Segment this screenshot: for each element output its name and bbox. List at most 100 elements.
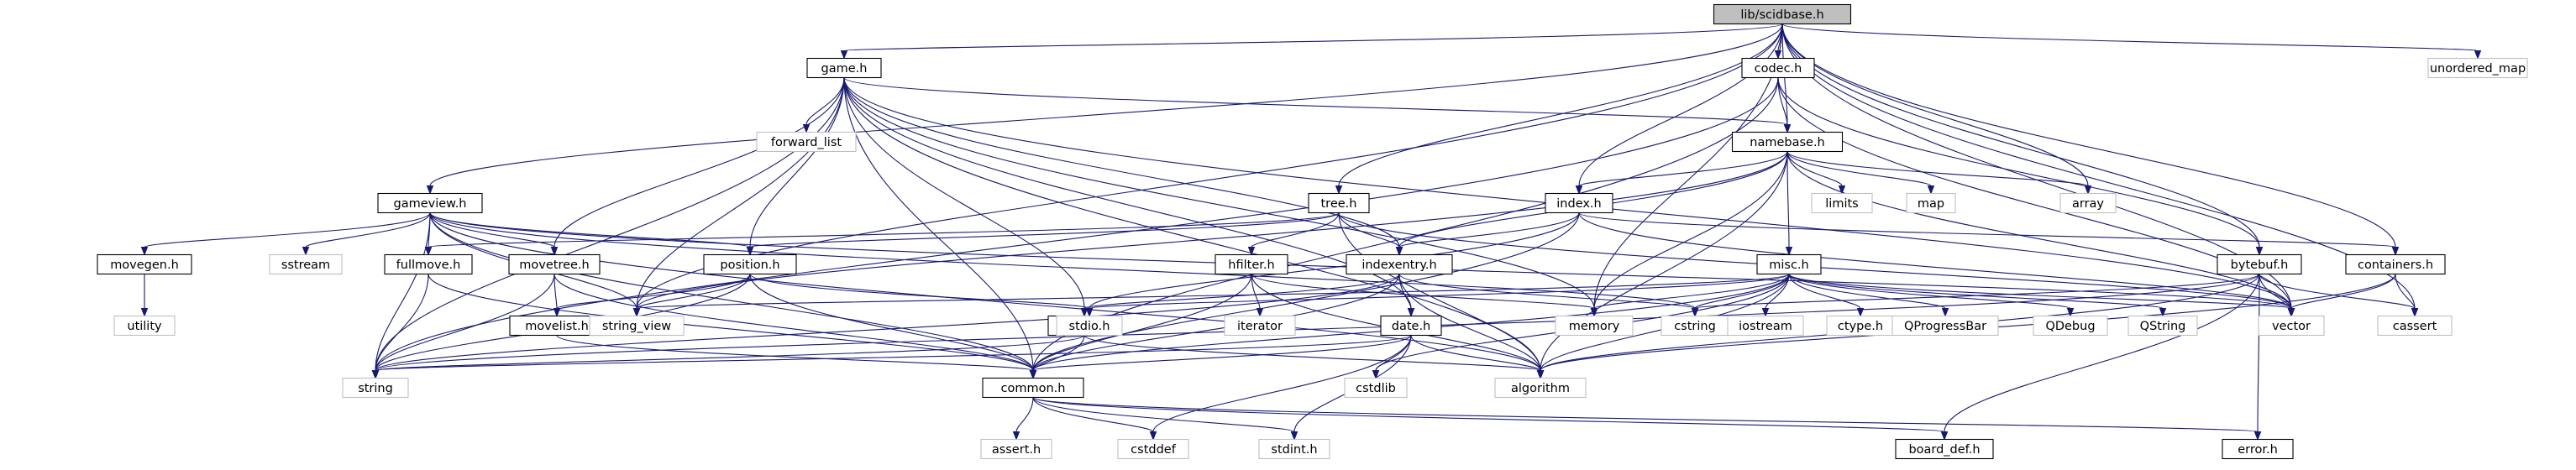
node-QProgressBar: QProgressBar <box>1891 315 1999 337</box>
edge-index-to-stdio <box>1089 212 1580 309</box>
node-box-cassert <box>2377 315 2453 337</box>
edge-tree-to-indexentry <box>1338 212 1400 248</box>
node-label-codec: codec.h <box>1755 62 1802 76</box>
node-string_view: string_view <box>589 315 685 337</box>
node-movegen[interactable]: movegen.h <box>97 253 192 275</box>
node-movetree[interactable]: movetree.h <box>508 253 601 275</box>
arrowhead-common-to-cstddef <box>1149 431 1157 441</box>
node-gameview[interactable]: gameview.h <box>377 192 483 214</box>
node-hfilter[interactable]: hfilter.h <box>1215 253 1288 275</box>
node-error[interactable]: error.h <box>2222 438 2294 460</box>
edge-tree-to-fullmove <box>428 212 1340 248</box>
edge-scidbase-to-index <box>1578 24 1783 186</box>
node-box-string_view <box>589 315 685 337</box>
arrowhead-namebase-to-array <box>2084 185 2092 195</box>
node-box-algorithm <box>1494 377 1587 399</box>
edge-namebase-to-memory <box>1593 151 1788 309</box>
arrowhead-codec-to-namebase <box>1783 124 1792 133</box>
edge-gameview-to-common <box>429 212 1034 371</box>
node-box-containers <box>2345 253 2446 275</box>
edge-codec-to-string <box>375 77 1779 371</box>
node-box-indexentry <box>1346 253 1453 275</box>
node-position[interactable]: position.h <box>703 253 797 275</box>
node-label-scidbase: lib/scidbase.h <box>1740 8 1823 22</box>
arrowhead-scidbase-to-unordered_map <box>2474 50 2482 60</box>
node-codec[interactable]: codec.h <box>1741 57 1815 79</box>
node-box-QProgressBar <box>1891 315 1999 337</box>
node-label-iterator: iterator <box>1237 320 1283 333</box>
node-board_def[interactable]: board_def.h <box>1895 438 1994 460</box>
edge-scidbase-to-bytebuf <box>1781 24 2260 248</box>
node-label-map: map <box>1918 197 1944 211</box>
edge-namebase-to-index <box>1578 151 1788 187</box>
edge-index-to-indexentry <box>1398 212 1580 248</box>
edge-codec-to-vector <box>1777 77 2292 309</box>
node-fullmove[interactable]: fullmove.h <box>384 253 473 275</box>
node-containers[interactable]: containers.h <box>2345 253 2446 275</box>
edge-bytebuf-to-vector <box>2259 274 2292 309</box>
node-box-game <box>806 57 882 79</box>
arrowhead-misc-to-string_view <box>632 308 641 317</box>
node-label-unordered_map: unordered_map <box>2430 62 2526 76</box>
node-box-tree <box>1308 192 1370 214</box>
node-game[interactable]: game.h <box>806 57 882 79</box>
edge-misc-to-stdio <box>1089 274 1790 310</box>
node-box-iostream <box>1727 315 1804 337</box>
edge-namebase-to-vector <box>1786 151 2292 309</box>
edge-common-to-error <box>1032 397 2259 433</box>
edge-common-to-assert <box>1015 397 1034 432</box>
node-box-array <box>2059 192 2117 214</box>
node-box-unordered_map <box>2427 57 2528 79</box>
edge-namebase-to-algorithm <box>1540 151 1788 371</box>
edge-fullmove-to-string <box>375 274 429 371</box>
node-label-error: error.h <box>2238 443 2278 457</box>
node-index[interactable]: index.h <box>1545 192 1613 214</box>
node-box-utility <box>113 315 176 337</box>
edge-index-to-common <box>1032 212 1580 371</box>
edge-matsig-to-algorithm <box>1083 335 1541 372</box>
node-box-cstddef <box>1117 438 1189 460</box>
node-label-board_def: board_def.h <box>1908 443 1980 457</box>
node-cstring: cstring <box>1660 315 1729 337</box>
node-date[interactable]: date.h <box>1380 315 1442 337</box>
node-label-memory: memory <box>1569 320 1620 333</box>
node-cstddef: cstddef <box>1117 438 1189 460</box>
arrowhead-namebase-to-map <box>1927 185 1935 195</box>
node-label-date: date.h <box>1392 320 1431 333</box>
node-label-hfilter: hfilter.h <box>1228 258 1274 272</box>
node-common[interactable]: common.h <box>982 377 1084 399</box>
node-sstream: sstream <box>269 253 343 275</box>
node-namebase[interactable]: namebase.h <box>1731 131 1844 153</box>
arrowhead-scidbase-to-tree <box>1335 185 1343 195</box>
edge-bytebuf-to-board_def <box>1944 274 2260 432</box>
edge-gameview-to-cstring <box>429 212 1696 309</box>
node-label-namebase: namebase.h <box>1750 136 1825 149</box>
edge-common-to-stdint <box>1032 397 1295 433</box>
arrowhead-date-to-algorithm <box>1536 370 1545 379</box>
arrowhead-codec-to-bytebuf <box>2255 247 2264 256</box>
node-misc[interactable]: misc.h <box>1756 253 1822 275</box>
node-box-error <box>2222 438 2294 460</box>
edge-game-to-string_view <box>636 77 845 309</box>
node-bytebuf[interactable]: bytebuf.h <box>2217 253 2302 275</box>
edge-bytebuf-to-cstring <box>1694 274 2260 310</box>
node-box-hfilter <box>1215 253 1288 275</box>
edge-tree-to-hfilter <box>1251 212 1340 248</box>
edge-movetree-to-common <box>553 274 1034 371</box>
edge-namebase-to-string_view <box>636 151 1788 309</box>
node-iostream: iostream <box>1727 315 1804 337</box>
node-box-namebase <box>1731 131 1844 153</box>
node-box-scidbase <box>1713 3 1852 25</box>
edge-tree-to-algorithm <box>1338 212 1541 371</box>
node-label-gameview: gameview.h <box>394 197 467 211</box>
edge-misc-to-QString <box>1788 274 2164 310</box>
node-scidbase[interactable]: lib/scidbase.h <box>1713 3 1852 25</box>
arrowhead-namebase-to-index <box>1575 185 1583 195</box>
node-label-movegen: movegen.h <box>110 258 179 272</box>
edge-scidbase-to-game <box>843 24 1783 52</box>
node-indexentry[interactable]: indexentry.h <box>1346 253 1453 275</box>
node-tree[interactable]: tree.h <box>1308 192 1370 214</box>
edge-date-to-algorithm <box>1410 335 1541 372</box>
node-QString: QString <box>2127 315 2198 337</box>
edge-misc-to-vector <box>1788 274 2292 310</box>
